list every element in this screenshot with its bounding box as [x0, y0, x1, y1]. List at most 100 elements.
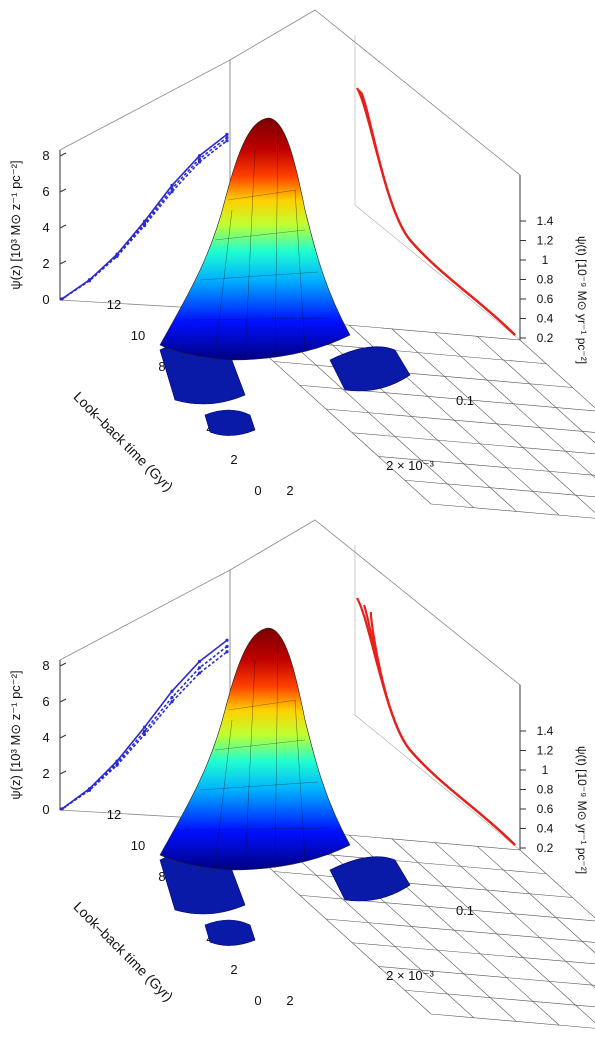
panel-top: 0 2 4 6 8 ψ(z) [10³ M⊙ z⁻¹ pc⁻²] 0.2 0.4 0.6 0.8 1…: [8, 9, 595, 519]
surface-mesh-line: [244, 149, 256, 361]
left-tick-label: 2: [42, 256, 49, 271]
grid-line: [299, 894, 595, 922]
left-tick: [59, 734, 67, 739]
contour-patch: [204, 409, 256, 436]
grid-line: [273, 361, 573, 388]
time-tick-label: 0: [254, 993, 261, 1008]
contour-patch: [329, 856, 411, 902]
left-tick-label: 0: [42, 292, 49, 307]
grid-line: [306, 321, 517, 512]
series-line-right: [369, 611, 516, 846]
right-tick-label: 0.8: [537, 783, 554, 797]
grid-line: [477, 846, 595, 954]
series-point-left: [87, 279, 92, 283]
time-tick-label: 2: [230, 452, 237, 467]
surface-mesh-line: [199, 781, 319, 791]
series-point-left: [197, 157, 202, 161]
series-point-left: [225, 644, 229, 649]
right-axis: 0.2 0.4 0.6 0.8 1 1.2 1.4: [519, 685, 554, 855]
left-axis: 0 2 4 6 8: [42, 658, 67, 817]
series-point-left: [170, 183, 174, 187]
time-tick-label: 8: [158, 359, 165, 374]
series-point-left: [197, 154, 202, 158]
series-point-left: [60, 297, 64, 301]
grid-line: [404, 479, 595, 498]
surface-mesh-line: [294, 699, 306, 861]
grid-line: [519, 849, 595, 919]
time-tick-label: 0: [254, 483, 261, 498]
series-point-left: [225, 638, 229, 642]
series-point-left: [142, 729, 147, 733]
right-projection: [356, 87, 516, 336]
grid-line: [391, 838, 595, 1024]
series-point-left: [60, 807, 64, 811]
metallicity-axis: 2 2 × 10⁻³ 0.1: [286, 393, 474, 498]
grid-line: [306, 831, 517, 1022]
series-point-left: [170, 190, 174, 194]
series-point-left: [87, 788, 92, 792]
left-axis: 0 2 4 6 8: [42, 148, 67, 307]
series-point-left: [225, 135, 229, 140]
left-tick: [59, 188, 67, 193]
series-point-left: [170, 700, 174, 704]
right-tick-label: 0.4: [537, 312, 554, 326]
grid-line: [430, 1013, 595, 1029]
left-tick: [59, 698, 67, 703]
left-tick: [59, 224, 67, 229]
series-line-right: [356, 87, 516, 336]
series-point-left: [115, 763, 119, 767]
series-point-left: [115, 254, 119, 258]
series-point-left: [170, 689, 174, 693]
right-tick-label: 1.2: [537, 234, 554, 248]
left-tick-label: 8: [42, 658, 49, 673]
left-tick-label: 2: [42, 766, 49, 781]
metallicity-axis: 2 2 × 10⁻³ 0.1: [286, 903, 474, 1008]
series-point-left: [225, 650, 229, 654]
time-axis-label: Look–back time (Gyr): [71, 388, 177, 494]
metallicity-tick-label: 0.1: [456, 903, 474, 918]
left-tick-label: 6: [42, 184, 49, 199]
time-tick-label: 12: [107, 297, 121, 312]
grid-line: [325, 408, 595, 433]
series-point-left: [142, 224, 147, 228]
contour-patch: [204, 919, 256, 946]
grid-line: [430, 503, 595, 519]
back-wall-floor-line: [354, 714, 521, 851]
series-point-left: [225, 132, 229, 136]
right-tick-label: 0.4: [537, 822, 554, 836]
left-projection: [60, 638, 229, 811]
series-point-left: [142, 725, 147, 729]
grid-line: [477, 336, 595, 444]
grid-line: [325, 918, 595, 943]
left-tick-label: 4: [42, 220, 49, 235]
right-projection: [356, 597, 516, 846]
right-tick-label: 1: [542, 253, 549, 267]
panel-bottom: 0 2 4 6 8 ψ(z) [10³ M⊙ z⁻¹ pc⁻²] 0.2 0.4 0.6 0.8 1…: [8, 519, 595, 1029]
surface: [159, 627, 351, 871]
series-line-right: [360, 91, 516, 336]
surface-mesh-line: [184, 827, 331, 831]
left-tick: [59, 662, 67, 667]
series-point-left: [170, 695, 174, 700]
back-wall-floor-line: [354, 204, 521, 341]
series-point-left: [225, 139, 229, 143]
time-tick-label: 10: [131, 328, 145, 343]
left-axis-label: ψ(z) [10³ M⊙ z⁻¹ pc⁻²]: [8, 160, 23, 289]
left-tick-label: 0: [42, 802, 49, 817]
surface-mesh-line: [294, 189, 306, 351]
surface-mesh-line: [214, 229, 306, 241]
right-tick-label: 0.2: [537, 841, 554, 855]
grid-line: [519, 339, 595, 409]
surface: [159, 117, 351, 361]
grid-line: [273, 871, 573, 898]
surface-mesh-line: [214, 719, 233, 866]
right-tick-label: 0.6: [537, 802, 554, 816]
left-tick-label: 4: [42, 730, 49, 745]
right-tick-label: 1.4: [537, 214, 554, 228]
right-tick-label: 1.4: [537, 724, 554, 738]
right-tick-label: 1: [542, 763, 549, 777]
metallicity-tick-label: 0.1: [456, 393, 474, 408]
metallicity-tick-label: 2: [286, 993, 293, 1008]
surface-mesh-line: [214, 739, 306, 751]
left-axis-label: ψ(z) [10³ M⊙ z⁻¹ pc⁻²]: [8, 670, 23, 799]
